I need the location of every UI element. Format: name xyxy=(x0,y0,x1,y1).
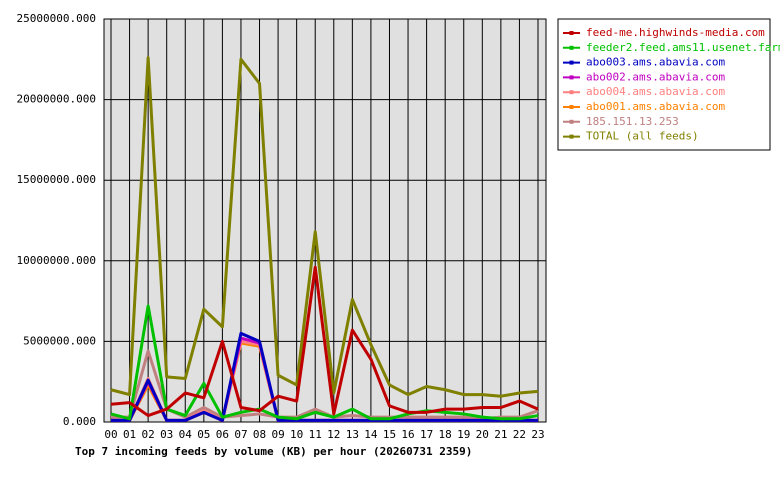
chart-title: Top 7 incoming feeds by volume (KB) per … xyxy=(75,445,472,458)
x-tick-label: 13 xyxy=(346,428,359,441)
x-tick-label: 21 xyxy=(494,428,507,441)
x-tick-label: 20 xyxy=(476,428,489,441)
series-line xyxy=(110,304,539,421)
x-tick-label: 04 xyxy=(179,428,193,441)
x-tick-label: 01 xyxy=(123,428,136,441)
x-tick-label: 23 xyxy=(531,428,544,441)
legend-label: feeder2.feed.ams11.usenet.farm xyxy=(586,41,780,54)
x-tick-label: 17 xyxy=(420,428,433,441)
x-tick-label: 16 xyxy=(401,428,414,441)
x-tick-label: 06 xyxy=(216,428,229,441)
x-tick-label: 08 xyxy=(253,428,266,441)
legend-label: TOTAL (all feeds) xyxy=(586,130,699,143)
x-tick-label: 05 xyxy=(197,428,210,441)
y-tick-label: 5000000.000 xyxy=(23,334,96,347)
legend-label: 185.151.13.253 xyxy=(586,115,679,128)
legend-marker xyxy=(569,45,574,50)
legend-label: abo002.ams.abavia.com xyxy=(586,70,725,83)
x-tick-label: 15 xyxy=(383,428,396,441)
legend-box xyxy=(557,18,771,151)
x-tick-label: 18 xyxy=(439,428,452,441)
x-tick-label: 00 xyxy=(104,428,117,441)
y-tick-label: 0.000 xyxy=(63,415,96,428)
legend-label: abo001.ams.abavia.com xyxy=(586,100,725,113)
series-line xyxy=(110,56,539,398)
legend-marker xyxy=(569,119,574,124)
x-tick-label: 10 xyxy=(290,428,303,441)
x-tick-label: 12 xyxy=(327,428,340,441)
x-tick-label: 14 xyxy=(364,428,378,441)
y-tick-label: 20000000.000 xyxy=(17,93,96,106)
x-tick-label: 09 xyxy=(271,428,284,441)
legend-marker xyxy=(569,134,574,139)
x-tick-label: 22 xyxy=(513,428,526,441)
x-tick-label: 02 xyxy=(142,428,155,441)
legend-marker xyxy=(569,60,574,65)
legend-label: abo004.ams.abavia.com xyxy=(586,85,725,98)
legend-marker xyxy=(569,90,574,95)
y-tick-label: 15000000.000 xyxy=(17,173,96,186)
series-line xyxy=(110,265,539,418)
legend-marker xyxy=(569,75,574,80)
legend-label: abo003.ams.abavia.com xyxy=(586,56,725,69)
y-tick-label: 10000000.000 xyxy=(17,254,96,267)
y-tick-label: 25000000.000 xyxy=(17,12,96,25)
legend-marker xyxy=(569,105,574,109)
series-line xyxy=(111,331,538,422)
x-tick-label: 07 xyxy=(234,428,247,441)
x-tick-label: 19 xyxy=(457,428,470,441)
plot-area xyxy=(103,18,547,423)
x-tick-label: 03 xyxy=(160,428,173,441)
x-tick-label: 11 xyxy=(309,428,322,441)
legend-label: feed-me.highwinds-media.com xyxy=(586,26,765,39)
legend-marker xyxy=(569,31,574,35)
